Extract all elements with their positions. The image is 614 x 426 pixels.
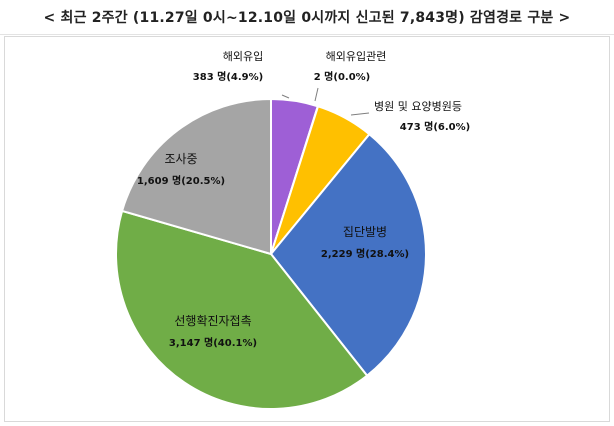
pie-slices	[115, 97, 427, 410]
slice-value-label: 3,147 명(40.1%)	[169, 336, 257, 349]
pie-slice-5	[115, 209, 369, 410]
leader-line-1	[281, 94, 290, 99]
leader-line-3	[350, 112, 370, 116]
chart-title: < 최근 2주간 (11.27일 0시~12.10일 0시까지 신고된 7,84…	[43, 10, 571, 26]
slice-name-label: 해외유입	[223, 49, 263, 63]
slice-name-label: 선행확진자접촉	[174, 313, 251, 328]
slice-name-label: 병원 및 요양병원등	[374, 100, 462, 113]
slice-name-label: 조사중	[164, 152, 197, 166]
leader-lines	[281, 87, 370, 116]
slice-value-label: 383 명(4.9%)	[193, 70, 263, 83]
pie-slice-4	[269, 132, 427, 378]
slice-labels: 해외유입 383 명(4.9%) 해외유입관련 2 명(0.0%) 병원 및 요양병원등…	[137, 49, 470, 349]
leader-line-2	[314, 87, 319, 102]
slice-value-label: 2,229 명(28.4%)	[321, 247, 409, 260]
chart-title-bar: < 최근 2주간 (11.27일 0시~12.10일 0시까지 신고된 7,84…	[0, 0, 614, 35]
slice-value-label: 2 명(0.0%)	[314, 70, 371, 83]
slice-name-label: 집단발병	[343, 225, 387, 239]
slice-name-label: 해외유입관련	[326, 49, 387, 63]
slice-value-label: 473 명(6.0%)	[400, 120, 470, 133]
slice-value-label: 1,609 명(20.5%)	[137, 174, 225, 187]
pie-slice-6	[120, 97, 272, 256]
